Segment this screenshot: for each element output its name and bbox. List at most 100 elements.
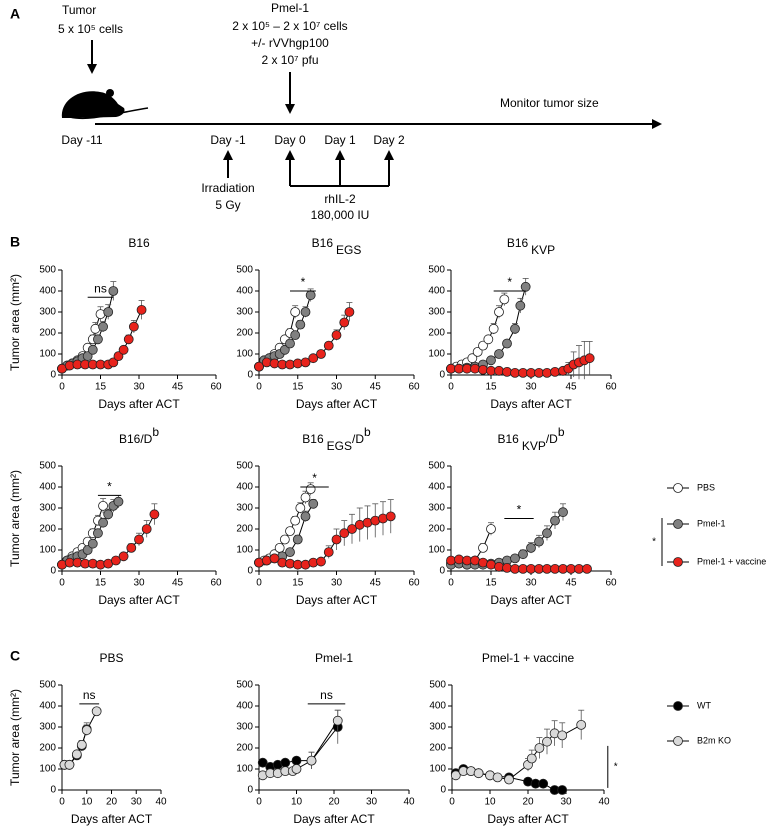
x-tick-label: 0	[256, 578, 262, 589]
chart-title: PBS	[99, 651, 123, 665]
x-tick-label: 20	[106, 797, 118, 808]
significance-label: ns	[94, 281, 107, 295]
data-point	[332, 715, 343, 726]
data-point	[331, 330, 342, 341]
data-point	[492, 772, 503, 783]
chart-title: B16 EGS	[312, 236, 362, 257]
data-point	[576, 720, 587, 730]
data-point	[542, 528, 552, 539]
x-tick-label: 45	[172, 382, 184, 393]
y-tick-label: 500	[236, 461, 253, 472]
x-tick-label: 30	[131, 797, 143, 808]
significance-label: ns	[320, 688, 333, 702]
data-point	[118, 344, 129, 355]
y-tick-label: 300	[39, 503, 56, 514]
data-point	[308, 353, 319, 364]
data-point	[71, 749, 82, 760]
data-point	[141, 524, 152, 534]
data-point	[305, 290, 316, 301]
chart-title: B16 EGS/Db	[302, 425, 371, 453]
title-part: PBS	[99, 651, 123, 665]
data-point	[149, 509, 160, 520]
data-point	[300, 357, 311, 368]
data-point	[582, 564, 592, 574]
data-point	[118, 551, 129, 562]
x-tick-label: 40	[155, 797, 167, 808]
x-tick-label: 0	[59, 578, 65, 589]
schema-text: Monitor tumor size	[500, 96, 599, 110]
chart-title: Pmel-1 + vaccine	[482, 651, 575, 665]
schema-text: 180,000 IU	[311, 208, 370, 222]
y-tick-label: 0	[247, 566, 253, 577]
panel-label: B	[10, 234, 20, 250]
x-tick-label: 0	[448, 382, 454, 393]
schema-text: Pmel-1	[271, 1, 309, 15]
x-axis-label: Days after ACT	[71, 812, 153, 826]
data-point	[478, 364, 488, 375]
x-tick-label: 60	[408, 578, 420, 589]
data-point	[305, 484, 316, 495]
title-part: b	[558, 425, 565, 439]
data-point	[502, 338, 512, 349]
x-tick-label: 15	[95, 382, 107, 393]
x-axis-label: Days after ACT	[490, 397, 572, 411]
x-axis-label: Days after ACT	[98, 593, 180, 607]
mouse-tail	[69, 107, 149, 120]
x-tick-label: 15	[485, 578, 497, 589]
title-part: B16	[128, 236, 150, 250]
data-point	[292, 534, 303, 545]
y-tick-label: 200	[39, 524, 56, 535]
y-tick-label: 200	[236, 328, 253, 339]
data-point	[280, 757, 291, 768]
data-point	[526, 543, 536, 553]
y-tick-label: 100	[39, 764, 56, 775]
data-point	[64, 759, 75, 770]
x-tick-label: 0	[59, 797, 65, 808]
x-tick-label: 15	[485, 382, 497, 393]
x-tick-label: 10	[81, 797, 93, 808]
data-point	[518, 549, 528, 560]
title-part: B16	[497, 432, 519, 446]
data-point	[76, 739, 87, 750]
title-part: b	[152, 425, 159, 439]
data-point	[494, 349, 504, 359]
data-point	[300, 511, 311, 522]
chart-title: B16 KVP/Db	[497, 425, 564, 453]
title-part: Pmel-1 + vaccine	[482, 651, 575, 665]
x-tick-label: 30	[525, 382, 537, 393]
y-tick-label: 200	[428, 328, 445, 339]
x-axis-label: Days after ACT	[293, 812, 375, 826]
y-tick-label: 200	[429, 743, 446, 754]
legend-label: B2m KO	[697, 735, 731, 745]
y-tick-label: 0	[439, 566, 445, 577]
data-point	[98, 517, 108, 528]
data-point	[291, 755, 302, 766]
data-point	[274, 543, 285, 553]
schema-text: 5 Gy	[215, 198, 240, 212]
data-point	[103, 307, 114, 317]
significance-label: *	[507, 275, 512, 289]
mouse-icon	[61, 91, 125, 118]
data-point	[291, 764, 302, 774]
data-point	[542, 367, 552, 378]
x-tick-label: 15	[292, 382, 304, 393]
significance-label: *	[312, 471, 317, 485]
data-point	[344, 307, 355, 317]
y-tick-label: 0	[50, 566, 56, 577]
title-part: B16/D	[119, 432, 153, 446]
x-tick-label: 30	[525, 578, 537, 589]
legend-label: Pmel-1 + vaccine	[697, 556, 766, 566]
data-point	[87, 538, 98, 549]
x-tick-label: 0	[256, 797, 262, 808]
data-point	[82, 545, 93, 555]
data-point	[98, 500, 108, 511]
data-point	[285, 526, 295, 536]
x-tick-label: 30	[133, 578, 145, 589]
y-tick-label: 0	[440, 785, 446, 796]
data-point	[542, 736, 552, 747]
data-point	[300, 492, 311, 503]
data-point	[98, 321, 108, 332]
data-point	[93, 528, 103, 539]
chart-title: Pmel-1	[315, 651, 353, 665]
title-part: /D	[546, 432, 558, 446]
